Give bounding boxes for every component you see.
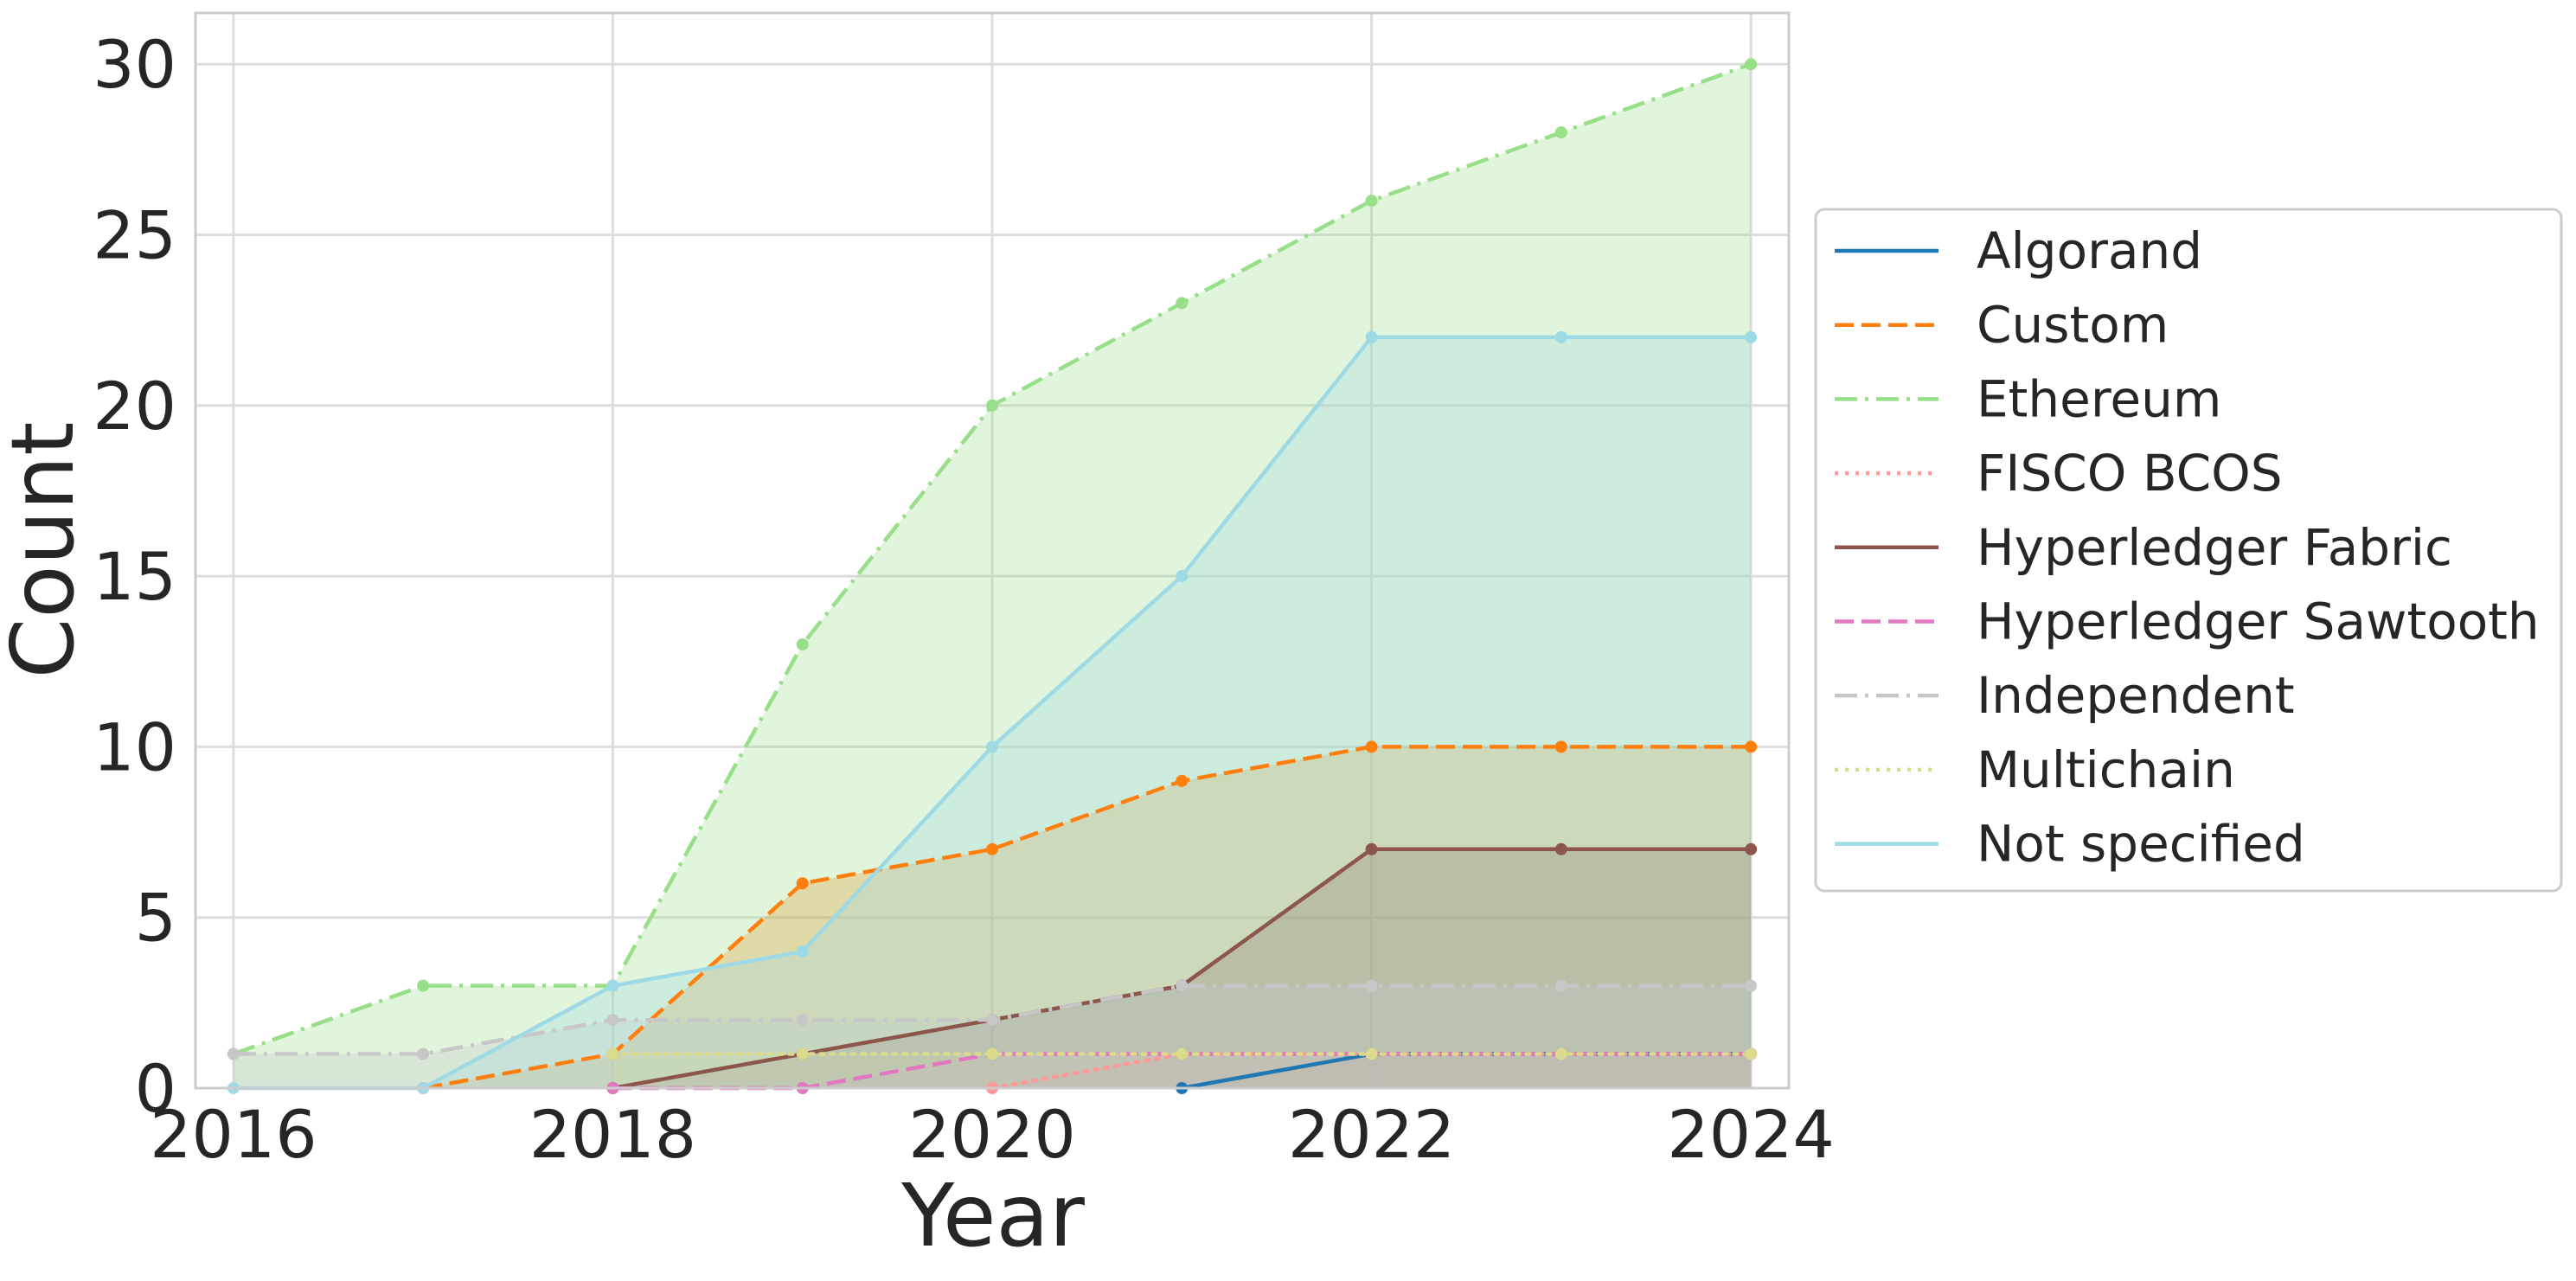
x-tick-label-2022: 2022 [1288, 1096, 1455, 1173]
point-ethereum-2019 [796, 638, 809, 651]
legend-box [1814, 208, 2563, 893]
point-not-specified-2021 [1176, 570, 1189, 583]
y-tick-label-5: 5 [135, 880, 176, 957]
point-not-specified-2022 [1365, 330, 1378, 343]
point-multichain-2022 [1365, 1047, 1378, 1060]
point-independent-2020 [986, 1014, 998, 1027]
area-hyperledger-fabric [612, 849, 1752, 1088]
y-tick-label-0: 0 [135, 1050, 176, 1127]
y-tick-label-25: 25 [93, 196, 176, 273]
y-tick-label-15: 15 [93, 538, 176, 615]
point-independent-2022 [1365, 979, 1378, 992]
point-hyperledger-fabric-2023 [1554, 842, 1567, 855]
point-ethereum-2024 [1745, 58, 1758, 71]
y-tick-label-20: 20 [93, 368, 176, 445]
point-ethereum-2020 [986, 399, 998, 412]
x-tick-label-2018: 2018 [529, 1096, 696, 1173]
legend: Algorand Custom Ethereum FISCO BCOS Hyperled… [1814, 208, 2563, 893]
point-multichain-2024 [1745, 1047, 1758, 1060]
point-custom-2021 [1176, 774, 1189, 787]
x-tick-label-2020: 2020 [908, 1096, 1075, 1173]
point-independent-2019 [796, 1014, 809, 1027]
point-not-specified-2023 [1554, 330, 1567, 343]
point-independent-2024 [1745, 979, 1758, 992]
area-independent [233, 985, 1752, 1088]
point-ethereum-2021 [1176, 297, 1189, 310]
legend-label-hyperledger-fabric: Hyperledger Fabric [1977, 518, 2452, 577]
point-custom-2020 [986, 842, 998, 855]
legend-label-not-specified: Not specified [1977, 815, 2305, 874]
point-custom-2023 [1554, 740, 1567, 753]
point-independent-2016 [227, 1047, 240, 1060]
legend-label-fisco-bcos: FISCO BCOS [1977, 444, 2283, 503]
y-axis-title: Count [0, 422, 93, 679]
x-tick-label-2024: 2024 [1667, 1096, 1834, 1173]
line-custom [422, 745, 1752, 1091]
point-hyperledger-fabric-2022 [1365, 842, 1378, 855]
point-multichain-2020 [986, 1047, 998, 1060]
point-ethereum-2023 [1554, 126, 1567, 139]
area-multichain [612, 1054, 1752, 1088]
area-fisco-bcos [992, 1054, 1752, 1088]
point-custom-2022 [1365, 740, 1378, 753]
legend-label-custom: Custom [1977, 296, 2169, 355]
area-custom [423, 746, 1752, 1088]
point-independent-2017 [417, 1047, 430, 1060]
point-not-specified-2019 [796, 945, 809, 958]
point-independent-2021 [1176, 979, 1189, 992]
legend-label-multichain: Multichain [1977, 740, 2235, 799]
x-tick-labels: 2016 2018 2020 2022 2024 [150, 1096, 1835, 1173]
legend-label-independent: Independent [1977, 666, 2295, 725]
point-hyperledger-fabric-2024 [1745, 842, 1758, 855]
legend-label-ethereum: Ethereum [1977, 369, 2221, 428]
legend-label-hyperledger-sawtooth: Hyperledger Sawtooth [1977, 592, 2540, 651]
y-tick-label-10: 10 [93, 708, 176, 785]
point-multichain-2019 [796, 1047, 809, 1060]
point-custom-2019 [796, 877, 809, 890]
plot-frame [194, 11, 1791, 1090]
area-fills [233, 64, 1752, 1089]
point-ethereum-2022 [1365, 195, 1378, 208]
y-tick-labels: 0 5 10 15 20 25 30 [93, 26, 176, 1127]
point-custom-2024 [1745, 740, 1758, 753]
area-ethereum [233, 64, 1752, 1089]
y-tick-label-30: 30 [93, 26, 176, 103]
point-not-specified-2018 [606, 979, 619, 992]
legend-label-algorand: Algorand [1977, 221, 2202, 280]
series-markers [227, 58, 1758, 1094]
point-ethereum-2017 [417, 979, 430, 992]
x-tick-label-2016: 2016 [150, 1096, 317, 1173]
point-independent-2023 [1554, 979, 1567, 992]
x-axis-title: Year [900, 1165, 1086, 1266]
point-multichain-2023 [1554, 1047, 1567, 1060]
point-not-specified-2020 [986, 740, 998, 753]
point-multichain-2021 [1176, 1047, 1189, 1060]
point-independent-2018 [606, 1014, 619, 1027]
area-not-specified [233, 336, 1752, 1088]
point-not-specified-2024 [1745, 330, 1758, 343]
point-multichain-2018 [606, 1047, 619, 1060]
area-hyperledger-sawtooth [612, 1054, 1752, 1088]
